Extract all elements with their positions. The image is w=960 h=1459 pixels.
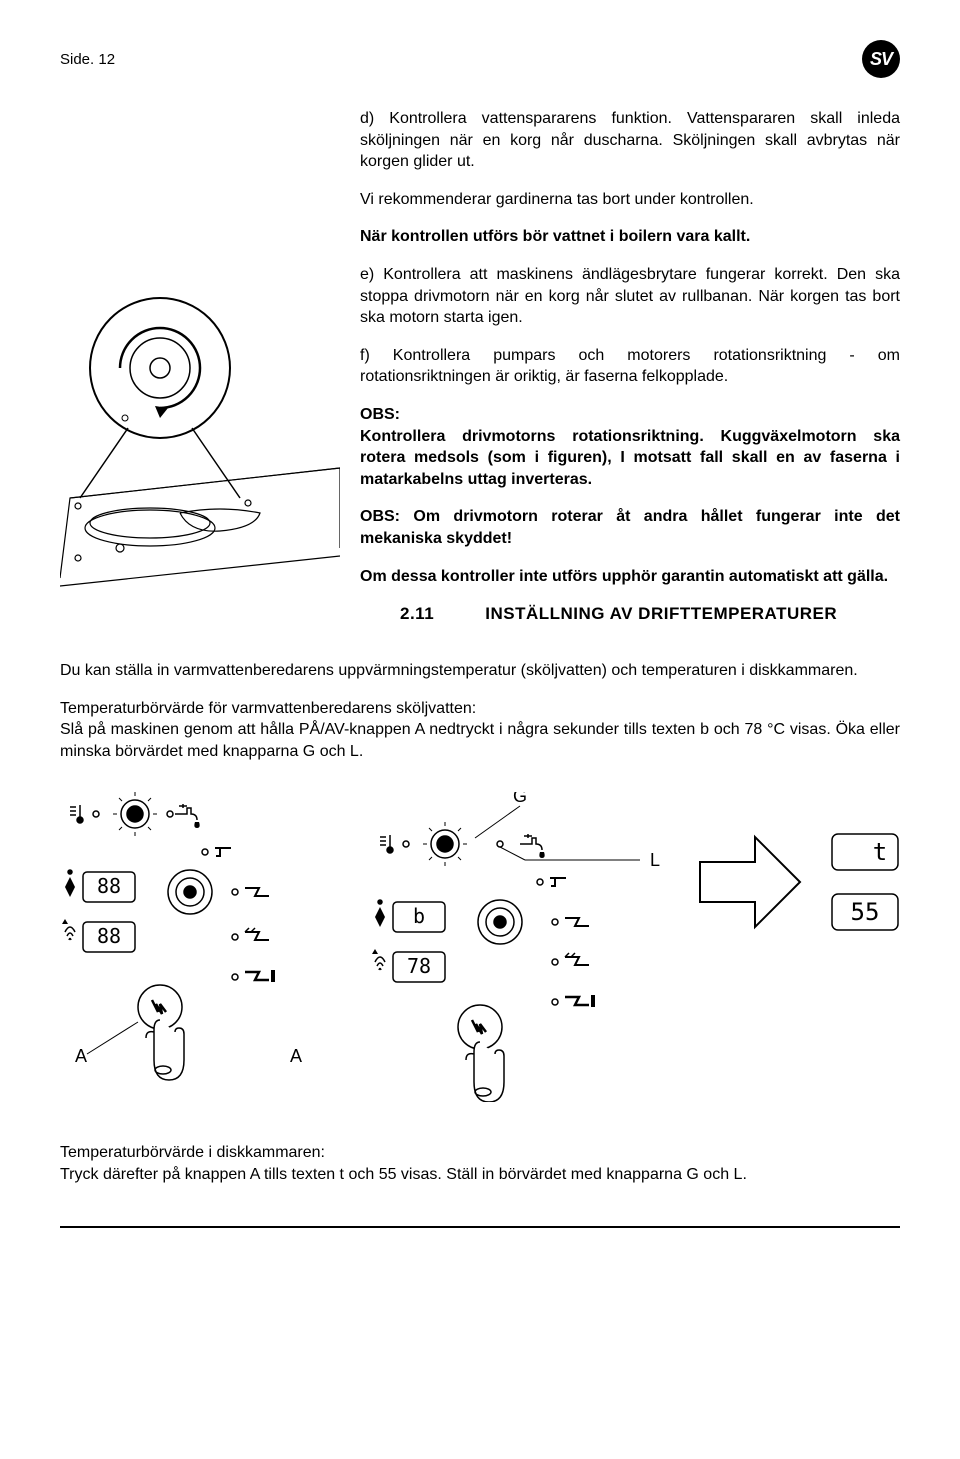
svg-text:b: b [413, 904, 425, 928]
section-heading: 2.11 INSTÄLLNING AV DRIFTTEMPERATURER [400, 603, 900, 626]
bottom-text: Temperaturbörvärde i diskkammaren: Tryck… [60, 1142, 900, 1185]
footer-rule [60, 1226, 900, 1228]
temp-line-1: Temperaturbörvärde för varmvattenberedar… [60, 700, 476, 717]
temp-line-2: Slå på maskinen genom att hålla PÅ/AV-kn… [60, 721, 900, 760]
control-panels-row: 88 88 [60, 792, 900, 1102]
label-l: L [650, 850, 660, 870]
label-a-right: A [290, 1046, 302, 1066]
obs-text-1: Kontrollera drivmotorns rotationsriktnin… [360, 428, 900, 488]
body-text: d) Kontrollera vattenspararens funktion.… [360, 108, 900, 640]
svg-text:55: 55 [851, 898, 880, 926]
obs-block-2: OBS: Om drivmotorn roterar åt andra håll… [360, 506, 900, 549]
page-header: Side. 12 SV [60, 40, 900, 78]
label-g: G [513, 792, 527, 806]
bottom-line-2: Tryck därefter på knappen A tills texten… [60, 1166, 747, 1183]
result-displays: t 55 [830, 792, 910, 932]
svg-text:78: 78 [407, 954, 431, 978]
control-panel-1: 88 88 [60, 792, 350, 1102]
obs-label-1: OBS: [360, 406, 400, 423]
intro-paragraph: Du kan ställa in varmvattenberedarens up… [60, 660, 900, 682]
obs-block-1: OBS: Kontrollera drivmotorns rotationsri… [360, 404, 900, 490]
svg-text:88: 88 [97, 874, 121, 898]
temp-paragraph-combined: Temperaturbörvärde för varmvattenberedar… [60, 698, 900, 763]
arrow-icon [690, 792, 810, 932]
control-panel-2: G [370, 792, 670, 1102]
paragraph-d-note: Vi rekommenderar gardinerna tas bort und… [360, 189, 900, 211]
page-number: Side. 12 [60, 51, 115, 68]
paragraph-e: e) Kontrollera att maskinens ändlägesbry… [360, 264, 900, 329]
display-55: 55 [830, 892, 900, 932]
language-badge: SV [862, 40, 900, 78]
section-title: INSTÄLLNING AV DRIFTTEMPERATURER [485, 604, 837, 623]
svg-text:t: t [873, 838, 887, 866]
label-a-1: A [75, 1046, 87, 1066]
paragraph-f: f) Kontrollera pumpars och motorers rota… [360, 345, 900, 388]
svg-text:88: 88 [97, 924, 121, 948]
section-number: 2.11 [400, 603, 480, 626]
bottom-line-1: Temperaturbörvärde i diskkammaren: [60, 1144, 325, 1161]
paragraph-cold-boiler: När kontrollen utförs bör vattnet i boil… [360, 226, 900, 248]
paragraph-d: d) Kontrollera vattenspararens funktion.… [360, 108, 900, 173]
motor-rotation-diagram [60, 288, 340, 640]
bottom-combined: Temperaturbörvärde i diskkammaren: Tryck… [60, 1142, 900, 1185]
guarantee-text: Om dessa kontroller inte utförs upphör g… [360, 566, 900, 588]
full-width-text: Du kan ställa in varmvattenberedarens up… [60, 660, 900, 762]
display-t: t [830, 832, 900, 872]
